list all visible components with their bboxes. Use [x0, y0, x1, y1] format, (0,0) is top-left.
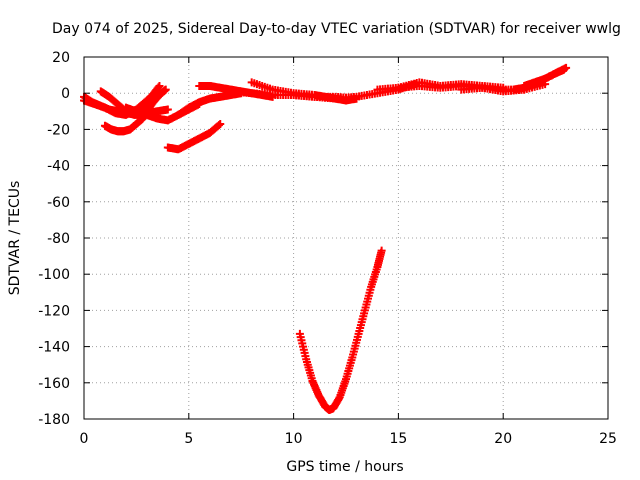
- y-tick-label: -160: [38, 376, 70, 392]
- series-layer: [80, 63, 571, 414]
- tick-layer: 20 0 -20 -40 -60 -80 -100 -120 -140 -160 -180 0 5 10 1…: [38, 50, 617, 447]
- x-tick-label: 0: [80, 431, 89, 447]
- x-tick-label: 10: [285, 431, 303, 447]
- y-tick-label: -60: [47, 195, 70, 211]
- y-tick-label: 20: [52, 50, 70, 66]
- y-tick-label: -80: [47, 231, 70, 247]
- series-arc-4: [100, 114, 147, 136]
- x-tick-label: 15: [389, 431, 407, 447]
- grid-layer: [83, 56, 609, 420]
- data-point: [163, 105, 172, 114]
- y-tick-label: -120: [38, 303, 70, 319]
- data-point: [154, 83, 163, 92]
- data-point: [155, 81, 164, 90]
- x-tick-label: 5: [184, 431, 193, 447]
- data-point: [214, 121, 223, 130]
- chart-title: Day 074 of 2025, Sidereal Day-to-day VTE…: [52, 21, 621, 37]
- data-point: [161, 85, 170, 94]
- series-arc-7: [163, 119, 225, 154]
- data-point: [352, 94, 361, 103]
- y-tick-label: -20: [47, 122, 70, 138]
- y-tick-label: -140: [38, 340, 70, 356]
- x-axis-label: GPS time / hours: [286, 459, 403, 475]
- y-tick-label: -100: [38, 267, 70, 283]
- y-axis-label: SDTVAR / TECUs: [7, 181, 23, 296]
- y-tick-label: 0: [61, 86, 70, 102]
- data-point: [559, 65, 568, 74]
- data-point: [216, 119, 225, 128]
- y-tick-label: -40: [47, 159, 70, 175]
- series-arc-12: [289, 91, 361, 103]
- series-arc-17: [509, 65, 568, 94]
- y-tick-label: -180: [38, 412, 70, 428]
- x-tick-label: 20: [494, 431, 512, 447]
- series-arc-6: [142, 85, 170, 116]
- data-point: [377, 246, 386, 255]
- x-tick-label: 25: [599, 431, 617, 447]
- series-arc-18: [295, 246, 386, 414]
